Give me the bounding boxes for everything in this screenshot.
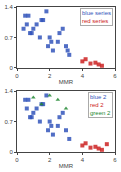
svg-text:0.7: 0.7 (4, 119, 13, 125)
svg-text:6: 6 (113, 157, 117, 163)
svg-text:0: 0 (15, 157, 19, 163)
svg-text:0.7: 0.7 (4, 35, 13, 41)
svg-text:0: 0 (9, 65, 13, 71)
svg-text:6: 6 (113, 73, 117, 79)
svg-text:1.4: 1.4 (4, 88, 13, 94)
svg-text:2: 2 (48, 73, 52, 79)
svg-text:MMR: MMR (59, 79, 74, 85)
svg-text:2: 2 (48, 157, 52, 163)
svg-text:MMR: MMR (59, 163, 74, 169)
svg-text:0: 0 (15, 73, 19, 79)
svg-text:1.4: 1.4 (4, 4, 13, 10)
svg-text:blue seriesred series: blue seriesred series (82, 10, 111, 24)
svg-text:0: 0 (9, 149, 13, 155)
svg-text:blue 2red 2green 2: blue 2red 2green 2 (90, 94, 111, 116)
svg-text:4: 4 (81, 157, 85, 163)
svg-text:4: 4 (81, 73, 85, 79)
